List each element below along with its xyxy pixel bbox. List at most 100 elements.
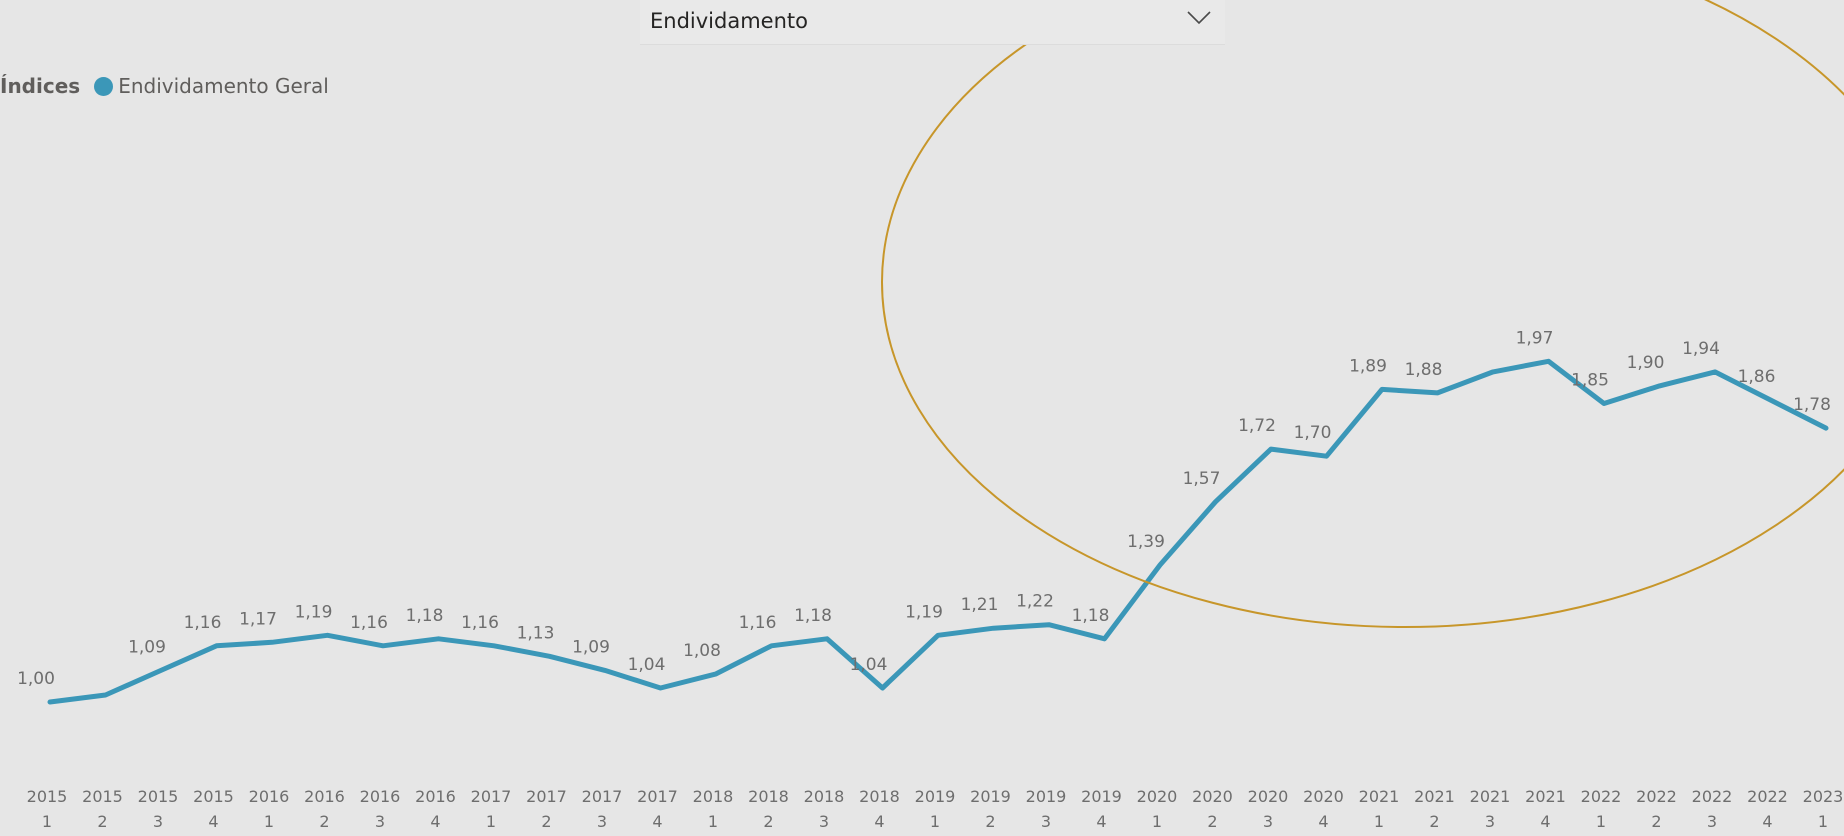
data-label: 1,85	[1571, 370, 1609, 390]
x-tick-year: 2019	[970, 787, 1011, 806]
x-tick-quarter: 3	[153, 812, 163, 831]
data-label: 1,16	[739, 613, 777, 633]
indicator-slicer-dropdown[interactable]: Endividamento	[640, 0, 1225, 45]
data-label: 1,19	[905, 602, 943, 622]
x-tick-year: 2018	[748, 787, 789, 806]
x-tick-quarter: 2	[985, 812, 995, 831]
x-tick-quarter: 2	[1651, 812, 1661, 831]
chevron-down-icon	[1187, 11, 1211, 25]
x-tick-quarter: 3	[819, 812, 829, 831]
x-tick-year: 2017	[471, 787, 512, 806]
data-label: 1,09	[128, 637, 166, 657]
x-tick-quarter: 3	[375, 812, 385, 831]
data-label: 1,16	[461, 613, 499, 633]
x-tick-quarter: 2	[97, 812, 107, 831]
data-label: 1,16	[350, 613, 388, 633]
x-tick-year: 2023	[1803, 787, 1844, 806]
x-tick-quarter: 3	[1041, 812, 1051, 831]
x-tick-quarter: 3	[1485, 812, 1495, 831]
x-tick-year: 2020	[1192, 787, 1233, 806]
data-label: 1,78	[1793, 395, 1831, 415]
data-label: 1,09	[572, 637, 610, 657]
chart-legend: Índices Endividamento Geral	[0, 72, 329, 100]
x-tick-quarter: 2	[541, 812, 551, 831]
data-label: 1,08	[683, 641, 721, 661]
x-tick-year: 2021	[1414, 787, 1455, 806]
x-tick-quarter: 3	[597, 812, 607, 831]
x-tick-quarter: 2	[1429, 812, 1439, 831]
x-tick-year: 2018	[804, 787, 845, 806]
data-label: 1,16	[184, 613, 222, 633]
x-tick-year: 2015	[82, 787, 123, 806]
x-tick-year: 2015	[193, 787, 234, 806]
x-tick-year: 2020	[1303, 787, 1344, 806]
x-tick-year: 2017	[637, 787, 678, 806]
data-label: 1,57	[1183, 469, 1221, 489]
x-tick-quarter: 1	[1152, 812, 1162, 831]
data-label: 1,88	[1405, 360, 1443, 380]
x-tick-year: 2020	[1248, 787, 1289, 806]
x-tick-year: 2021	[1470, 787, 1511, 806]
x-tick-year: 2018	[859, 787, 900, 806]
x-tick-year: 2016	[415, 787, 456, 806]
data-label: 1,39	[1127, 532, 1165, 552]
legend-title: Índices	[0, 74, 81, 98]
data-label: 1,18	[1072, 606, 1110, 626]
data-label: 1,04	[850, 655, 888, 675]
data-label: 1,00	[17, 669, 55, 689]
x-tick-quarter: 4	[652, 812, 662, 831]
data-label: 1,17	[239, 609, 277, 629]
data-label: 1,18	[406, 606, 444, 626]
data-label: 1,94	[1682, 339, 1720, 359]
x-tick-year: 2020	[1137, 787, 1178, 806]
x-tick-quarter: 3	[1263, 812, 1273, 831]
data-label: 1,21	[961, 595, 999, 615]
x-tick-quarter: 1	[486, 812, 496, 831]
data-label: 1,89	[1349, 356, 1387, 376]
data-label: 1,90	[1627, 353, 1665, 373]
x-tick-quarter: 2	[319, 812, 329, 831]
x-tick-quarter: 1	[930, 812, 940, 831]
x-tick-year: 2017	[582, 787, 623, 806]
data-label: 1,04	[628, 655, 666, 675]
x-tick-quarter: 3	[1707, 812, 1717, 831]
x-tick-quarter: 4	[1096, 812, 1106, 831]
x-tick-quarter: 4	[208, 812, 218, 831]
x-tick-year: 2019	[1081, 787, 1122, 806]
x-tick-quarter: 2	[763, 812, 773, 831]
x-tick-quarter: 4	[1540, 812, 1550, 831]
x-tick-year: 2015	[138, 787, 179, 806]
x-tick-quarter: 1	[42, 812, 52, 831]
x-tick-year: 2021	[1525, 787, 1566, 806]
x-tick-quarter: 2	[1207, 812, 1217, 831]
x-tick-year: 2016	[360, 787, 401, 806]
data-label: 1,22	[1016, 592, 1054, 612]
x-tick-quarter: 1	[1818, 812, 1828, 831]
legend-marker	[94, 76, 114, 96]
x-tick-year: 2016	[249, 787, 290, 806]
data-label: 1,86	[1738, 367, 1776, 387]
data-label: 1,19	[295, 602, 333, 622]
data-label: 1,97	[1516, 328, 1554, 348]
x-tick-year: 2018	[693, 787, 734, 806]
x-tick-quarter: 4	[874, 812, 884, 831]
x-tick-year: 2019	[1026, 787, 1067, 806]
data-label: 1,70	[1294, 423, 1332, 443]
x-tick-quarter: 4	[1762, 812, 1772, 831]
data-label: 1,13	[517, 623, 555, 643]
x-tick-quarter: 1	[264, 812, 274, 831]
x-axis: 2015 1 2015 2 2015 3 2015 4 2016 1 2016 2 2016 3 2016 4…	[27, 787, 1844, 831]
x-tick-year: 2022	[1747, 787, 1788, 806]
x-tick-quarter: 1	[1596, 812, 1606, 831]
x-tick-year: 2022	[1692, 787, 1733, 806]
x-tick-year: 2017	[526, 787, 567, 806]
x-tick-quarter: 4	[430, 812, 440, 831]
legend-series-label: Endividamento Geral	[118, 74, 329, 98]
data-label: 1,72	[1238, 416, 1276, 436]
x-tick-quarter: 1	[708, 812, 718, 831]
highlight-ellipse	[881, 0, 1844, 628]
x-tick-year: 2015	[27, 787, 68, 806]
slicer-selected-value: Endividamento	[650, 9, 808, 33]
series-line-endividamento-geral	[47, 358, 1829, 705]
